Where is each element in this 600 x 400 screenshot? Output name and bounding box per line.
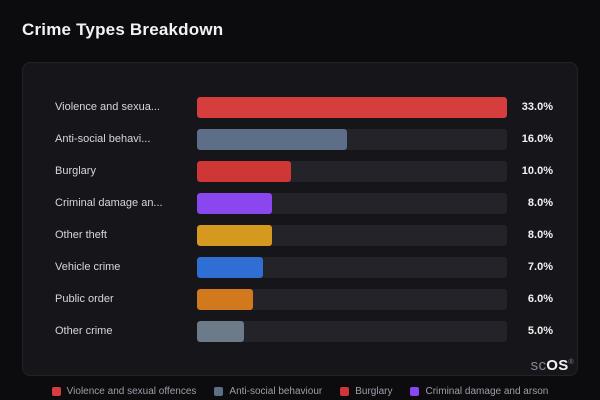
bar-row: Anti-social behavi... 16.0%	[55, 123, 553, 155]
bar-value-label: 8.0%	[527, 229, 553, 241]
bar-chart-rows: Violence and sexua... 33.0% Anti-social …	[55, 91, 553, 347]
bar-row: Public order 6.0%	[55, 283, 553, 315]
bar-category-label: Public order	[55, 293, 114, 305]
legend-label: Violence and sexual offences	[66, 386, 197, 397]
bar-row: Other theft 8.0%	[55, 219, 553, 251]
bar-category-label: Anti-social behavi...	[55, 133, 151, 145]
bar-row: Vehicle crime 7.0%	[55, 251, 553, 283]
bar-fill[interactable]	[197, 160, 291, 182]
bar-fill[interactable]	[197, 192, 273, 214]
bar-value-label: 10.0%	[521, 165, 553, 177]
registered-trademark-icon: ®	[568, 359, 574, 366]
bar-value-label: 33.0%	[521, 101, 553, 113]
bar-value-label: 5.0%	[527, 325, 553, 337]
bar-track	[197, 128, 507, 150]
bar-row: Criminal damage an... 8.0%	[55, 187, 553, 219]
scos-logo-name: OS	[546, 357, 569, 374]
bar-category-label: Violence and sexua...	[55, 101, 160, 113]
bar-value-label: 8.0%	[527, 197, 553, 209]
bar-value-label: 16.0%	[521, 133, 553, 145]
bar-fill[interactable]	[197, 256, 263, 278]
bar-category-label: Burglary	[55, 165, 96, 177]
scos-logo-prefix: sc	[530, 357, 547, 374]
bar-row: Violence and sexua... 33.0%	[55, 91, 553, 123]
bar-track	[197, 160, 507, 182]
bar-track	[197, 320, 507, 342]
page-title: Crime Types Breakdown	[22, 20, 224, 39]
bar-track	[197, 224, 507, 246]
bar-category-label: Other theft	[55, 229, 107, 241]
bar-track	[197, 256, 507, 278]
bar-row: Other crime 5.0%	[55, 315, 553, 347]
chart-legend: Violence and sexual offences Anti-social…	[0, 386, 600, 397]
bar-fill[interactable]	[197, 320, 244, 342]
legend-swatch	[214, 387, 224, 396]
legend-swatch	[410, 387, 420, 396]
scos-logo: scOS®	[531, 357, 574, 374]
legend-item[interactable]: Criminal damage and arson	[410, 386, 548, 397]
legend-label: Burglary	[355, 386, 393, 397]
crime-types-chart: Violence and sexua... 33.0% Anti-social …	[22, 62, 578, 376]
bar-category-label: Criminal damage an...	[55, 197, 163, 209]
legend-label: Anti-social behaviour	[229, 386, 323, 397]
legend-item[interactable]: Violence and sexual offences	[51, 386, 197, 397]
legend-swatch	[340, 387, 350, 396]
bar-row: Burglary 10.0%	[55, 155, 553, 187]
legend-label: Criminal damage and arson	[425, 386, 549, 397]
bar-fill[interactable]	[197, 96, 507, 118]
bar-fill[interactable]	[197, 224, 273, 246]
bar-track	[197, 96, 507, 118]
bar-value-label: 7.0%	[527, 261, 553, 273]
legend-item[interactable]: Burglary	[340, 386, 392, 397]
legend-swatch	[51, 387, 61, 396]
bar-fill[interactable]	[197, 128, 348, 150]
bar-fill[interactable]	[197, 288, 254, 310]
bar-category-label: Other crime	[55, 325, 113, 337]
legend-item[interactable]: Anti-social behaviour	[214, 386, 322, 397]
bar-track	[197, 288, 507, 310]
bar-value-label: 6.0%	[527, 293, 553, 305]
bar-track	[197, 192, 507, 214]
bar-category-label: Vehicle crime	[55, 261, 121, 273]
